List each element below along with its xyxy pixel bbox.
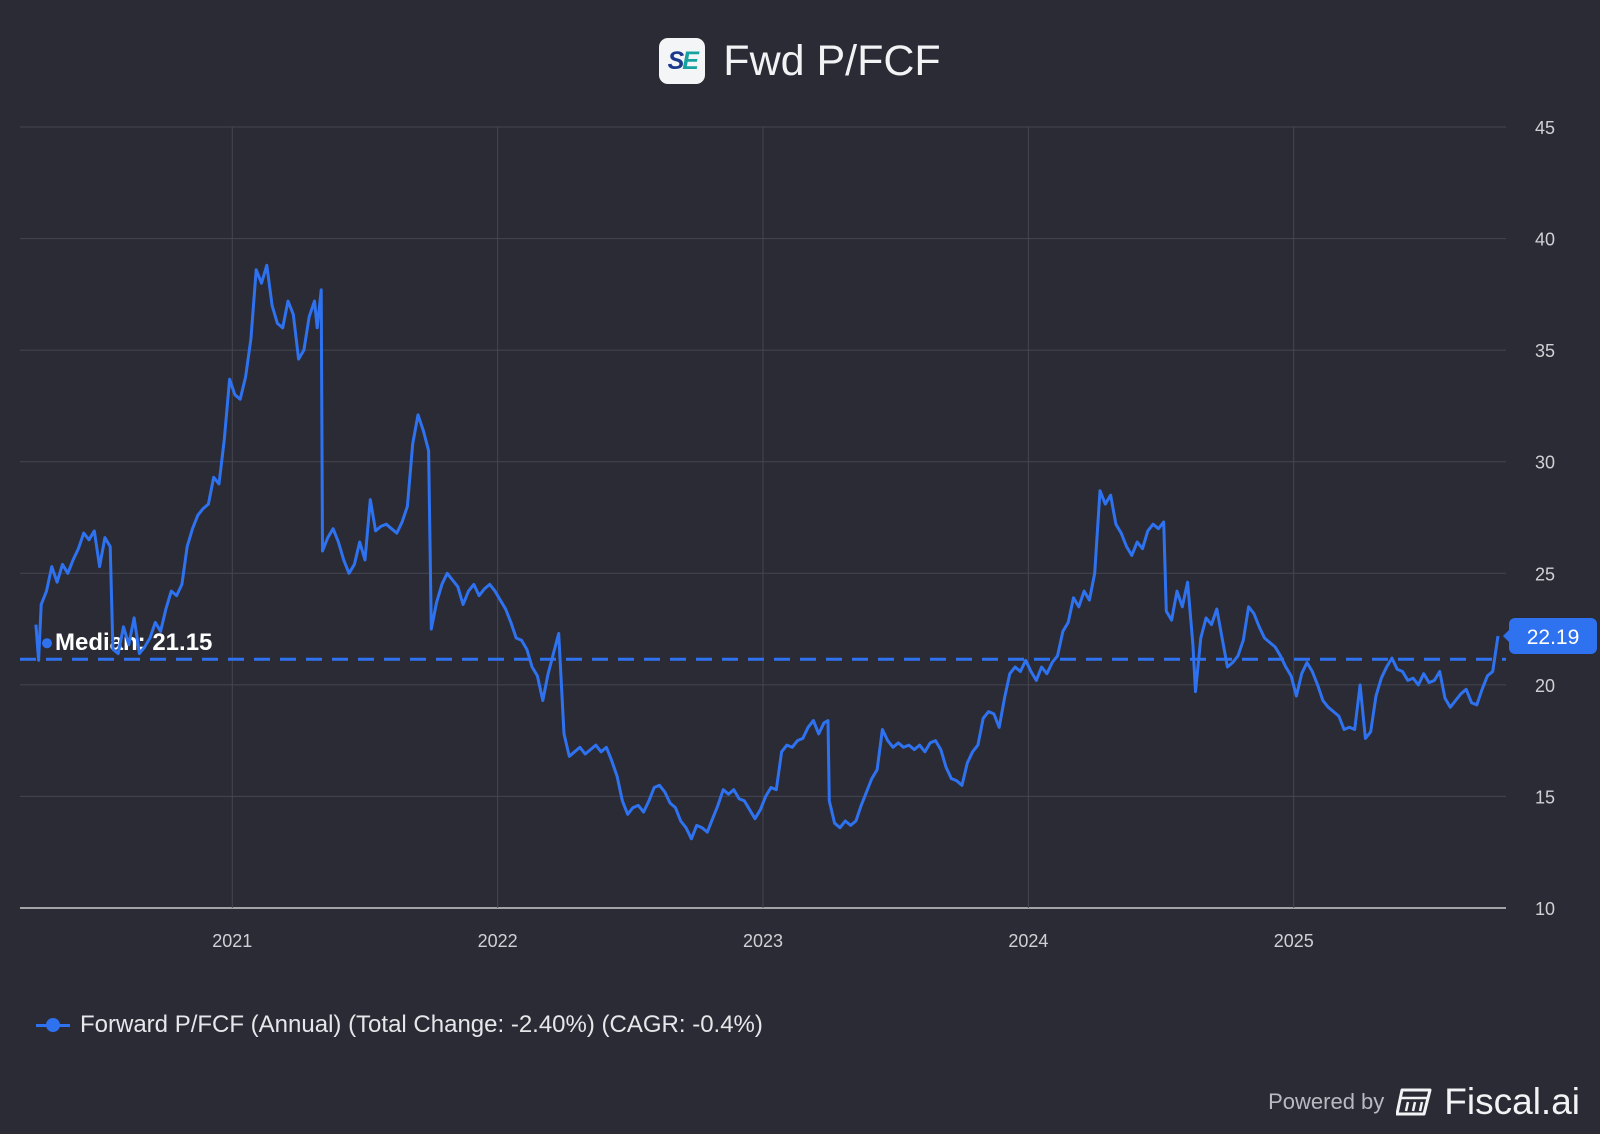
legend[interactable]: Forward P/FCF (Annual) (Total Change: -2… bbox=[36, 1008, 763, 1042]
fiscal-brand-name: Fiscal.ai bbox=[1444, 1081, 1580, 1122]
x-tick-label: 2024 bbox=[1008, 931, 1048, 951]
x-tick-label: 2021 bbox=[212, 931, 252, 951]
y-tick-label: 45 bbox=[1535, 118, 1555, 138]
median-label: Median: 21.15 bbox=[55, 629, 212, 656]
last-value-label: 22.19 bbox=[1527, 626, 1580, 649]
y-tick-label: 10 bbox=[1535, 899, 1555, 919]
y-tick-label: 30 bbox=[1535, 453, 1555, 473]
legend-label: Forward P/FCF (Annual) (Total Change: -2… bbox=[80, 1011, 763, 1038]
x-tick-label: 2023 bbox=[743, 931, 783, 951]
grid bbox=[20, 126, 1506, 909]
median-layer: Median: 21.15 bbox=[20, 629, 1506, 661]
series-line[interactable] bbox=[34, 263, 1500, 841]
series-layer bbox=[34, 263, 1500, 841]
x-tick-label: 2025 bbox=[1274, 931, 1314, 951]
legend-series-marker bbox=[36, 1015, 70, 1035]
x-tick-label: 2022 bbox=[478, 931, 518, 951]
fiscal-logo-icon bbox=[1396, 1088, 1432, 1116]
powered-by-label: Powered by bbox=[1268, 1089, 1385, 1114]
last-value-badge bbox=[1509, 617, 1597, 654]
chart-title: Fwd P/FCF bbox=[723, 36, 941, 85]
powered-by[interactable]: Powered by Fiscal.ai bbox=[1268, 1078, 1580, 1126]
median-marker bbox=[42, 638, 52, 649]
badge-layer: 22.19 bbox=[1503, 617, 1597, 654]
y-tick-label: 15 bbox=[1535, 787, 1555, 807]
y-tick-label: 25 bbox=[1535, 564, 1555, 584]
y-tick-label: 40 bbox=[1535, 230, 1555, 250]
y-tick-label: 20 bbox=[1535, 676, 1555, 696]
y-tick-label: 35 bbox=[1535, 341, 1555, 361]
